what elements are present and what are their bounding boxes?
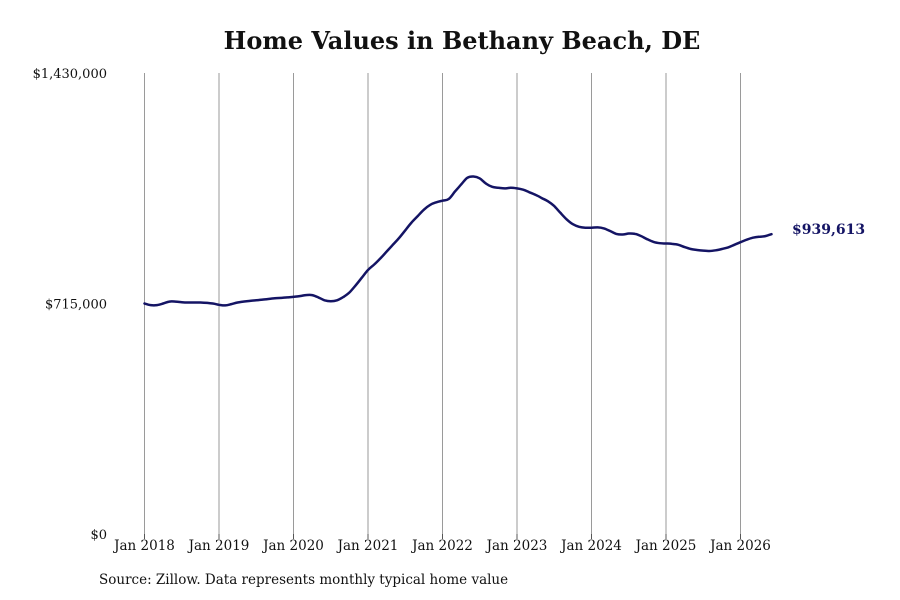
x-tick-label: Jan 2020 [261, 538, 324, 554]
x-tick-label: Jan 2018 [112, 538, 175, 554]
x-tick-label: Jan 2024 [559, 538, 622, 554]
x-tick-label: Jan 2026 [708, 538, 771, 554]
series-line [143, 175, 773, 307]
y-tick-label: $0 [90, 528, 107, 543]
series-layer [143, 175, 773, 307]
y-tick-label: $1,430,000 [33, 67, 107, 82]
y-axis-ticks: $0 $715,000 $1,430,000 [33, 67, 107, 543]
chart-title: Home Values in Bethany Beach, DE [223, 26, 701, 55]
y-tick-label: $715,000 [45, 298, 107, 313]
vertical-gridlines [144, 73, 741, 539]
x-tick-label: Jan 2023 [485, 538, 548, 554]
x-tick-label: Jan 2025 [634, 538, 697, 554]
x-tick-label: Jan 2022 [410, 538, 473, 554]
x-tick-label: Jan 2021 [336, 538, 399, 554]
x-tick-label: Jan 2019 [187, 538, 250, 554]
end-value-label: $939,613 [792, 222, 865, 238]
x-axis-ticks: Jan 2018 Jan 2019 Jan 2020 Jan 2021 Jan 2022… [112, 538, 771, 554]
source-note: Source: Zillow. Data represents monthly … [99, 572, 509, 588]
